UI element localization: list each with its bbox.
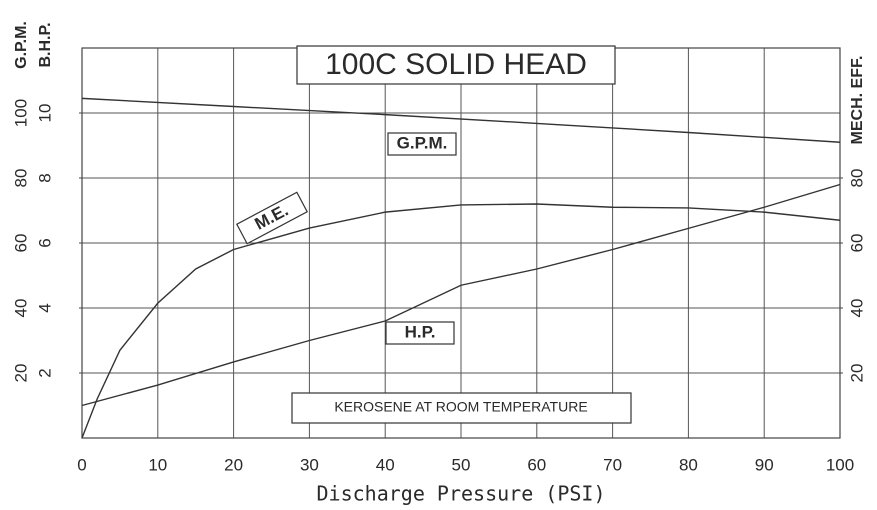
x-tick-label: 50: [452, 455, 471, 474]
y3-axis-title: B.H.P.: [37, 22, 54, 67]
y3-tick-label: 6: [35, 238, 54, 247]
x-tick-label: 40: [376, 455, 395, 474]
x-tick-label: 80: [679, 455, 698, 474]
y3-tick-label: 4: [35, 303, 54, 312]
curve: [81, 183, 841, 407]
y3-tick-label: 8: [35, 173, 54, 182]
x-tick-label: 10: [148, 455, 167, 474]
x-tick-label: 20: [224, 455, 243, 474]
series-label-text: H.P.: [405, 322, 436, 341]
y-tick-label: 80: [11, 169, 30, 188]
y3-tick-label: 2: [35, 368, 54, 377]
series-label: G.P.M.: [387, 132, 457, 156]
series-label-box: [236, 191, 308, 245]
chart-title: 100C SOLID HEAD: [325, 48, 587, 81]
y2-tick-label: 80: [847, 169, 866, 188]
y2-tick-label: 60: [847, 234, 866, 253]
y-tick-label: 60: [11, 234, 30, 253]
series-label-text: G.P.M.: [397, 133, 448, 152]
y-tick-label: 20: [11, 364, 30, 383]
series-label: H.P.: [385, 321, 455, 345]
annotation: KEROSENE AT ROOM TEMPERATURE: [334, 399, 587, 415]
annotation-box: [291, 392, 632, 424]
title-box: [296, 45, 616, 85]
x-tick-label: 100: [826, 455, 854, 474]
x-axis-title: Discharge Pressure (PSI): [317, 482, 606, 506]
x-tick-label: 0: [77, 455, 86, 474]
x-tick-label: 60: [527, 455, 546, 474]
series-label: M.E.: [236, 191, 308, 245]
y-tick-label: 100: [11, 99, 30, 127]
x-tick-label: 70: [603, 455, 622, 474]
x-tick-label: 30: [300, 455, 319, 474]
x-tick-label: 90: [755, 455, 774, 474]
curve: [81, 97, 841, 143]
y2-tick-label: 40: [847, 299, 866, 318]
y-tick-label: 40: [11, 299, 30, 318]
series-label-box: [385, 321, 455, 345]
y-axis-title: G.P.M.: [13, 21, 30, 69]
curve: [81, 203, 841, 439]
y3-tick-label: 10: [35, 104, 54, 123]
y2-axis-title: MECH. EFF.: [849, 56, 866, 145]
y2-tick-label: 20: [847, 364, 866, 383]
series-label-box: [387, 132, 457, 156]
